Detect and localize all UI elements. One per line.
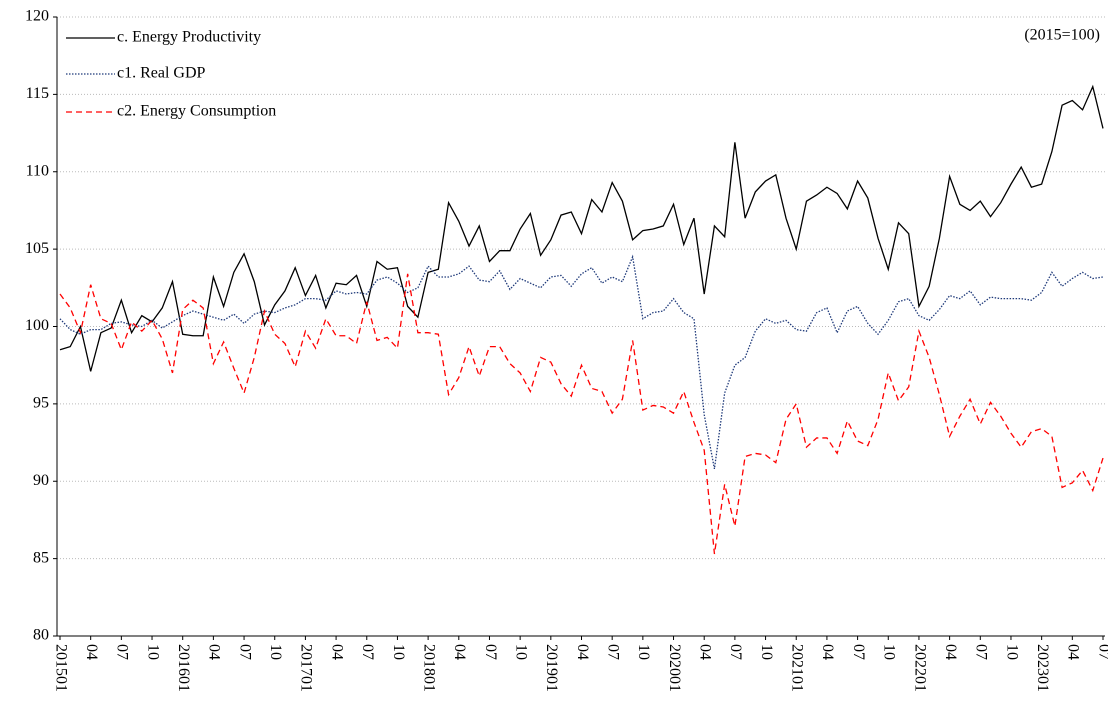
x-tick-label: 07 — [1095, 644, 1108, 660]
x-tick-label: 202001 — [666, 644, 683, 692]
x-tick-label: 202201 — [911, 644, 928, 692]
y-tick-label: 115 — [26, 85, 49, 102]
series-line — [59, 84, 1104, 372]
series-line — [59, 254, 1104, 469]
x-tick-label: 202101 — [789, 644, 806, 692]
y-tick-label: 90 — [33, 472, 49, 489]
x-tick-label: 201801 — [420, 644, 437, 692]
x-tick-label: 201701 — [298, 644, 315, 692]
x-tick-label: 07 — [236, 644, 253, 660]
y-tick-label: 95 — [33, 395, 49, 412]
legend-label: c1. Real GDP — [117, 65, 206, 82]
x-tick-label: 04 — [328, 644, 345, 660]
x-tick-label: 202301 — [1034, 644, 1051, 692]
series-line — [59, 273, 1104, 555]
x-tick-label: 04 — [451, 644, 468, 660]
x-tick-label: 201601 — [175, 644, 192, 692]
y-tick-label: 110 — [26, 162, 49, 179]
y-tick-label: 80 — [33, 627, 49, 644]
x-tick-label: 04 — [942, 644, 959, 660]
x-tick-label: 10 — [881, 644, 898, 660]
x-tick-label: 04 — [1065, 644, 1082, 660]
x-tick-label: 04 — [819, 644, 836, 660]
x-tick-label: 10 — [267, 644, 284, 660]
x-tick-label: 10 — [635, 644, 652, 660]
x-tick-label: 07 — [973, 644, 990, 660]
x-tick-label: 04 — [83, 644, 100, 660]
x-tick-label: 07 — [114, 644, 131, 660]
x-tick-label: 10 — [144, 644, 161, 660]
x-tick-label: 10 — [758, 644, 775, 660]
y-tick-label: 105 — [25, 240, 49, 257]
x-tick-label: 10 — [512, 644, 529, 660]
x-tick-label: 07 — [605, 644, 622, 660]
x-tick-label: 201501 — [52, 644, 69, 692]
x-tick-label: 07 — [482, 644, 499, 660]
x-tick-label: 04 — [574, 644, 591, 660]
x-tick-label: 04 — [206, 644, 223, 660]
y-tick-label: 85 — [33, 549, 49, 566]
x-tick-label: 07 — [359, 644, 376, 660]
legend-label: c. Energy Productivity — [117, 29, 261, 46]
x-tick-label: 07 — [850, 644, 867, 660]
x-tick-label: 201901 — [543, 644, 560, 692]
x-tick-label: 04 — [697, 644, 714, 660]
x-tick-label: 10 — [1003, 644, 1020, 660]
annotation: (2015=100) — [1024, 27, 1100, 44]
y-tick-label: 100 — [25, 317, 49, 334]
legend-label: c2. Energy Consumption — [117, 103, 276, 120]
y-tick-label: 120 — [25, 8, 49, 25]
x-tick-label: 07 — [727, 644, 744, 660]
x-tick-label: 10 — [390, 644, 407, 660]
